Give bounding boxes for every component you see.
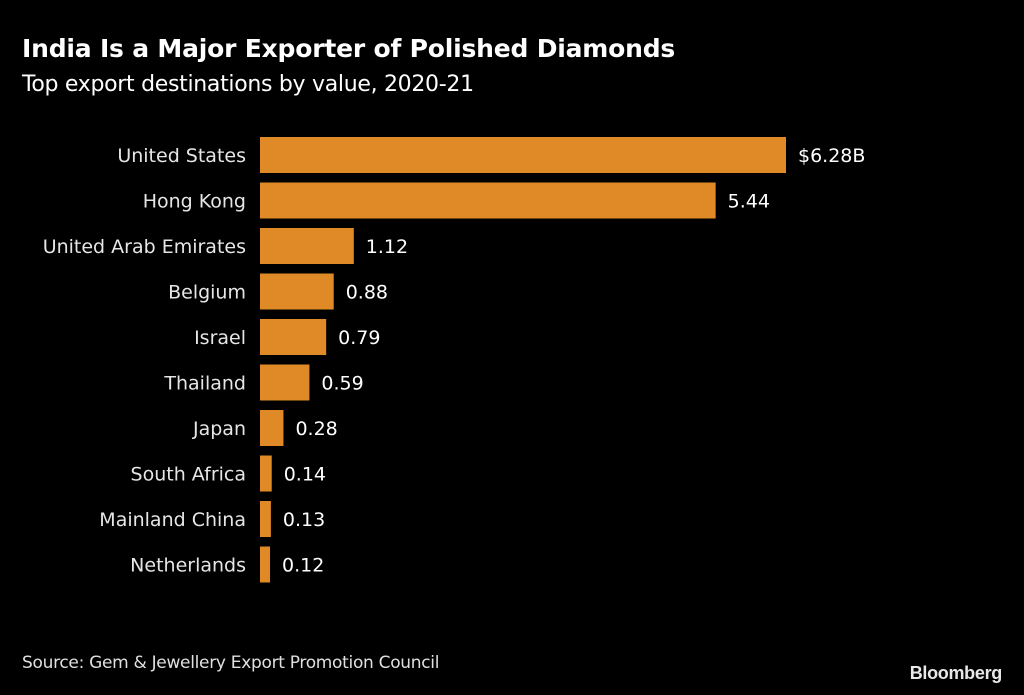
category-label: South Africa xyxy=(131,464,246,486)
category-label: Hong Kong xyxy=(143,191,246,213)
value-label: 0.88 xyxy=(346,282,388,304)
value-label: 0.79 xyxy=(338,327,380,349)
chart-title: India Is a Major Exporter of Polished Di… xyxy=(22,34,676,63)
value-label: $6.28B xyxy=(798,145,865,167)
category-label: United Arab Emirates xyxy=(43,236,246,258)
category-label: Japan xyxy=(192,418,246,440)
value-label: 0.28 xyxy=(295,418,337,440)
category-label: Thailand xyxy=(163,373,246,395)
category-label: United States xyxy=(117,145,246,167)
source-note: Source: Gem & Jewellery Export Promotion… xyxy=(22,653,440,673)
value-label: 5.44 xyxy=(728,191,770,213)
bar xyxy=(260,410,284,446)
bar xyxy=(260,546,271,583)
bloomberg-logo: Bloomberg xyxy=(909,663,1003,683)
bar xyxy=(260,273,334,310)
bar xyxy=(260,182,716,219)
value-label: 0.14 xyxy=(284,464,326,486)
category-label: Netherlands xyxy=(130,555,246,577)
bar xyxy=(260,501,271,537)
category-label: Belgium xyxy=(168,282,246,304)
chart-subtitle: Top export destinations by value, 2020-2… xyxy=(22,72,474,97)
value-label: 0.59 xyxy=(321,373,363,395)
bar xyxy=(260,228,354,264)
category-label: Mainland China xyxy=(99,509,246,531)
bar xyxy=(260,455,272,492)
value-label: 0.13 xyxy=(283,509,325,531)
value-label: 1.12 xyxy=(366,236,408,258)
category-label: Israel xyxy=(194,327,246,349)
bar xyxy=(260,319,327,355)
bar xyxy=(260,364,310,401)
value-label: 0.12 xyxy=(282,555,324,577)
bar xyxy=(260,137,786,173)
